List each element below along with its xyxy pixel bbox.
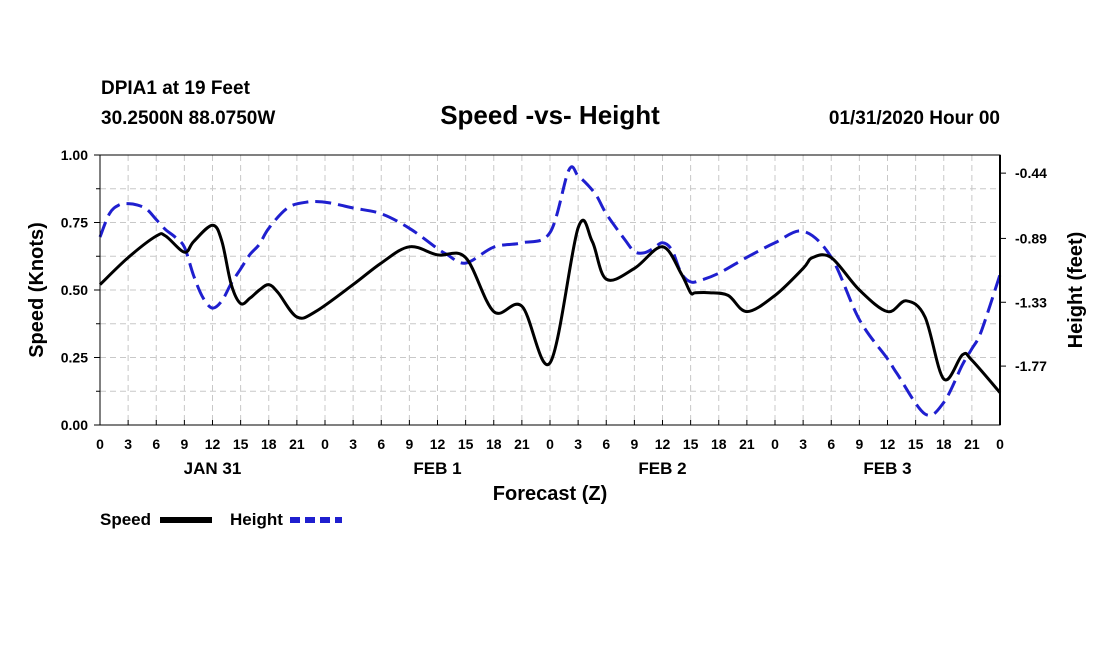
y-tick-label: 0.50 — [61, 282, 88, 298]
x-tick-label: 9 — [405, 436, 413, 452]
x-tick-label: 0 — [771, 436, 779, 452]
x-tick-label: 21 — [514, 436, 530, 452]
x-tick-label: 6 — [602, 436, 610, 452]
x-tick-label: 3 — [124, 436, 132, 452]
x-tick-label: 21 — [739, 436, 755, 452]
day-label: FEB 3 — [863, 459, 911, 478]
x-tick-label: 12 — [430, 436, 446, 452]
day-label: FEB 1 — [413, 459, 461, 478]
y-axis-right: -0.44 -0.89 -1.33 -1.77 — [1000, 165, 1047, 374]
x-tick-label: 3 — [349, 436, 357, 452]
day-labels: JAN 31 FEB 1 FEB 2 FEB 3 — [184, 459, 912, 478]
y2-tick-label: -0.44 — [1015, 165, 1047, 181]
x-tick-label: 21 — [964, 436, 980, 452]
x-tick-label: 3 — [799, 436, 807, 452]
x-tick-label: 0 — [96, 436, 104, 452]
x-tick-label: 12 — [205, 436, 221, 452]
x-tick-label: 15 — [458, 436, 474, 452]
y-tick-label: 0.25 — [61, 350, 88, 366]
y-axis-left: 0.00 0.25 0.50 0.75 1.00 — [61, 147, 100, 433]
forecast-datetime: 01/31/2020 Hour 00 — [829, 108, 1000, 129]
y2-axis-title: Height (feet) — [1065, 232, 1087, 349]
y2-tick-label: -1.33 — [1015, 294, 1047, 310]
day-label: FEB 2 — [638, 459, 686, 478]
data-series — [98, 165, 1002, 417]
y-tick-label: 0.75 — [61, 215, 88, 231]
x-tick-label: 15 — [683, 436, 699, 452]
chart-title: Speed -vs- Height — [440, 100, 660, 130]
x-tick-label: 0 — [321, 436, 329, 452]
x-tick-label: 9 — [630, 436, 638, 452]
x-tick-label: 3 — [574, 436, 582, 452]
x-tick-label: 18 — [486, 436, 502, 452]
x-tick-label: 9 — [855, 436, 863, 452]
series-line-height — [98, 165, 1002, 417]
y2-tick-label: -0.89 — [1015, 230, 1047, 246]
x-axis: 0 3 6 9 12 15 18 21 0 3 6 9 12 15 18 21 0 3 6 9 12 15 18 21 0 3 6 9… — [96, 420, 1004, 452]
x-tick-label: 18 — [711, 436, 727, 452]
x-tick-label: 18 — [261, 436, 277, 452]
y2-tick-label: -1.77 — [1015, 358, 1047, 374]
legend-height-label: Height — [230, 510, 283, 529]
legend: Speed Height — [100, 510, 342, 529]
x-tick-label: 0 — [996, 436, 1004, 452]
legend-speed-label: Speed — [100, 510, 151, 529]
grid-lines — [100, 155, 1000, 425]
x-tick-label: 12 — [880, 436, 896, 452]
series-line-speed — [98, 218, 1002, 394]
x-tick-label: 6 — [152, 436, 160, 452]
x-tick-label: 9 — [180, 436, 188, 452]
station-label: DPIA1 at 19 Feet — [101, 78, 251, 99]
y-tick-label: 0.00 — [61, 417, 88, 433]
x-tick-label: 21 — [289, 436, 305, 452]
x-tick-label: 15 — [908, 436, 924, 452]
y-axis-title: Speed (Knots) — [26, 222, 48, 358]
x-tick-label: 6 — [827, 436, 835, 452]
x-tick-label: 6 — [377, 436, 385, 452]
x-tick-label: 12 — [655, 436, 671, 452]
x-tick-label: 15 — [233, 436, 249, 452]
location-label: 30.2500N 88.0750W — [101, 108, 275, 129]
y-tick-label: 1.00 — [61, 147, 88, 163]
day-label: JAN 31 — [184, 459, 242, 478]
x-axis-title: Forecast (Z) — [493, 483, 607, 505]
x-tick-label: 0 — [546, 436, 554, 452]
x-tick-label: 18 — [936, 436, 952, 452]
